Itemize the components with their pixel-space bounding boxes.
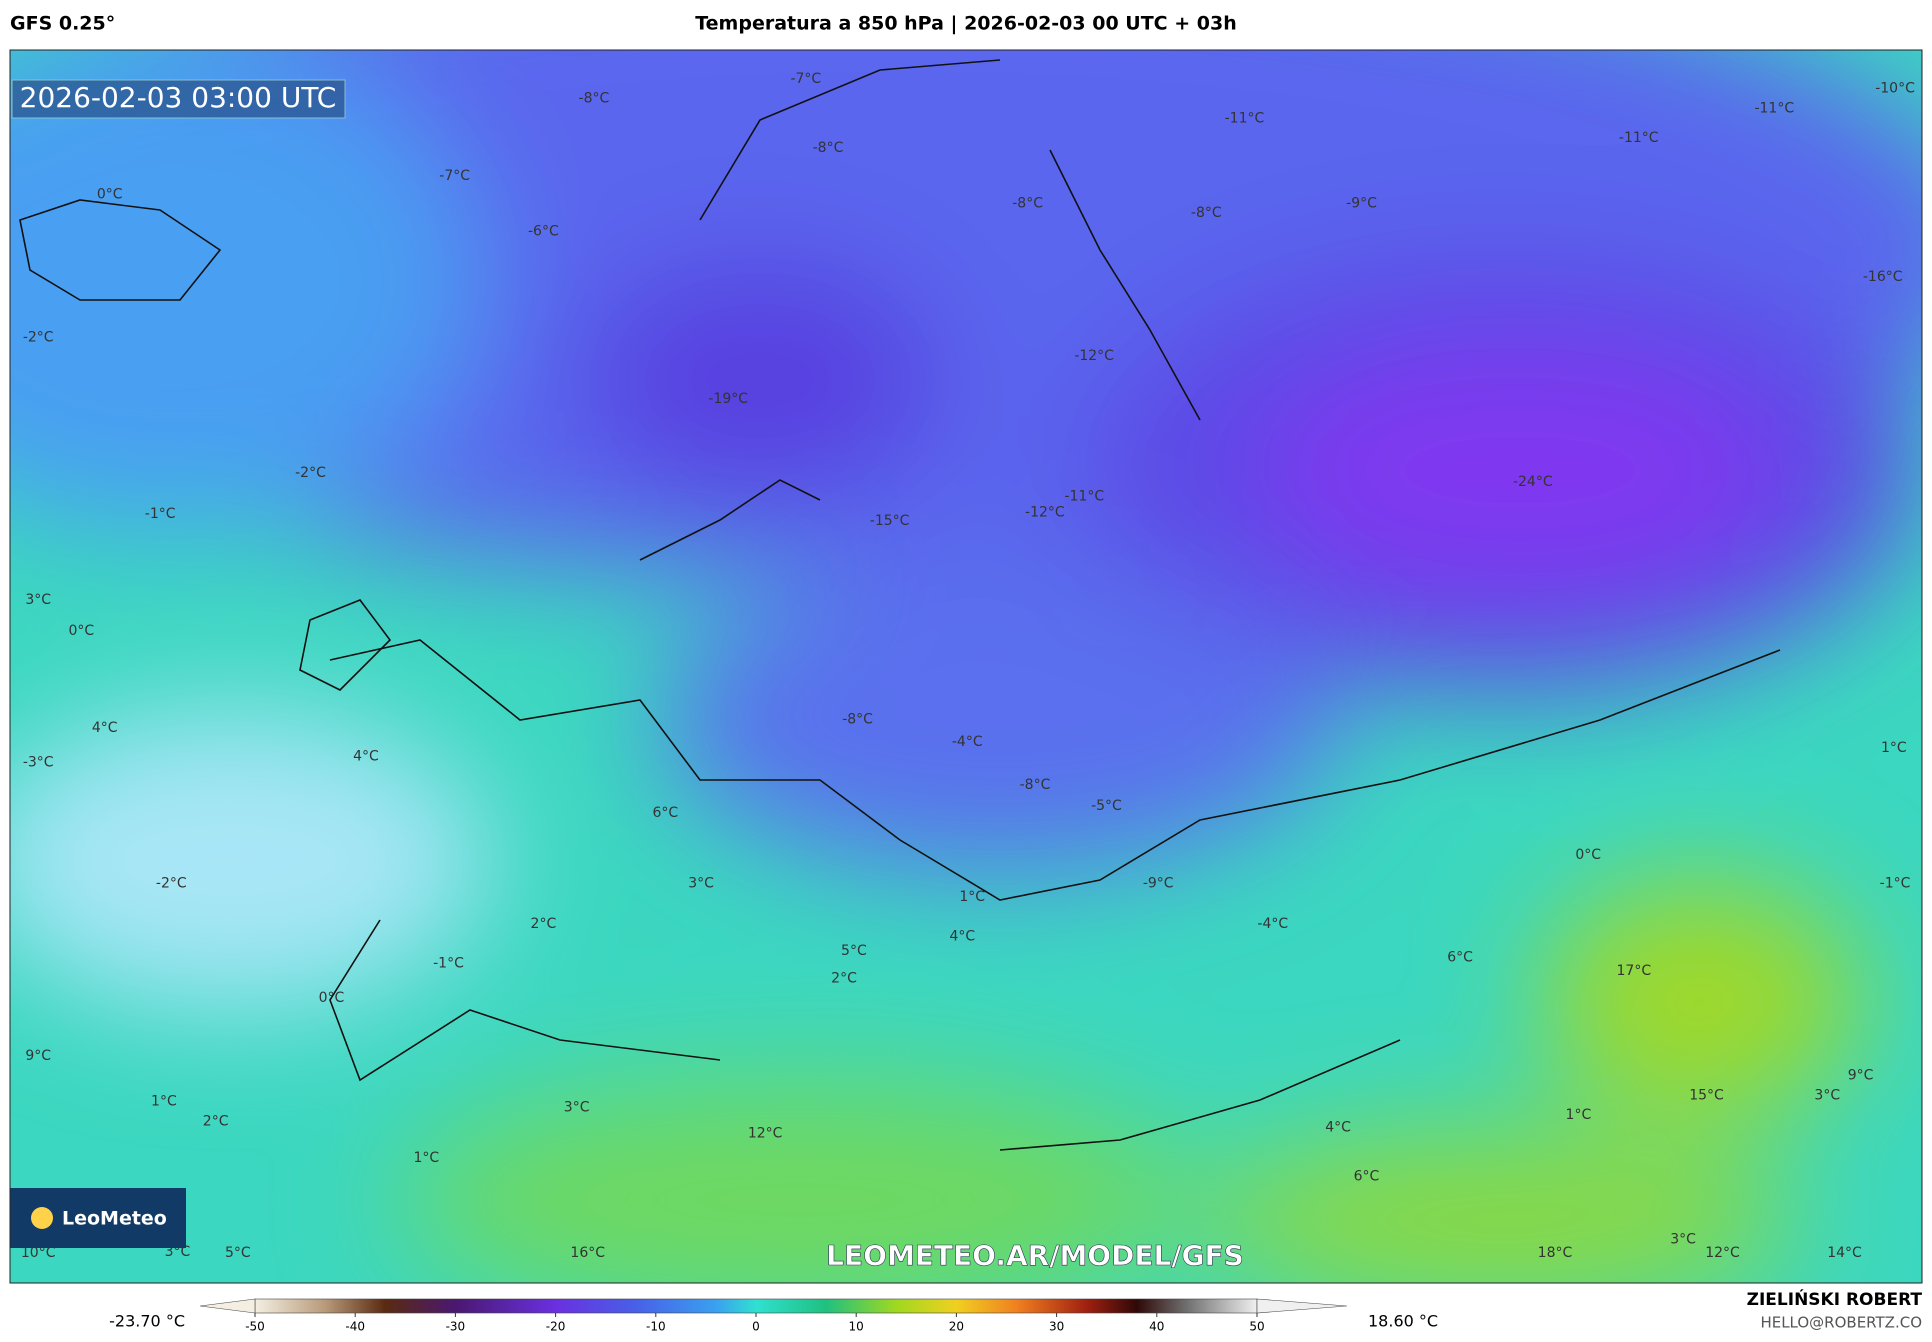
credit-contact: HELLO@ROBERTZ.CO bbox=[1760, 1314, 1922, 1332]
colorbar-tick-label: 40 bbox=[1149, 1320, 1164, 1334]
temp-label: 4°C bbox=[949, 928, 975, 944]
temp-label: 9°C bbox=[1848, 1068, 1874, 1084]
colorbar-tick-label: -30 bbox=[446, 1320, 466, 1334]
watermark: LEOMETEO.AR/MODEL/GFS bbox=[826, 1239, 1244, 1272]
colorbar-min: -23.70 °C bbox=[109, 1312, 185, 1331]
colorbar-tick-label: -20 bbox=[546, 1320, 566, 1334]
temp-label: -15°C bbox=[870, 513, 910, 529]
temp-label: 0°C bbox=[97, 187, 123, 203]
temp-label: -8°C bbox=[842, 712, 873, 728]
logo-text: LeoMeteo bbox=[62, 1208, 167, 1230]
temp-label: 2°C bbox=[203, 1113, 229, 1129]
temp-label: -11°C bbox=[1225, 110, 1265, 126]
temp-label: -19°C bbox=[708, 391, 748, 407]
temp-label: -7°C bbox=[790, 71, 821, 87]
colorbar-ramp bbox=[254, 1298, 1258, 1314]
colorbar-tick-label: -10 bbox=[646, 1320, 666, 1334]
temp-label: 2°C bbox=[831, 970, 857, 986]
temp-label: 1°C bbox=[151, 1094, 177, 1110]
temp-label: 17°C bbox=[1617, 963, 1652, 979]
temp-label: -8°C bbox=[1020, 777, 1051, 793]
colorbar-tick-label: 20 bbox=[949, 1320, 964, 1334]
colorbar-tick-label: -40 bbox=[345, 1320, 365, 1334]
temp-label: -2°C bbox=[156, 875, 187, 891]
temp-label: -3°C bbox=[23, 755, 54, 771]
colorbar: -50 -40 -30 -20 -10 0 10 20 30 40 50 bbox=[199, 1298, 1348, 1334]
temp-label: 6°C bbox=[1447, 949, 1473, 965]
colorbar-tick-label: -50 bbox=[245, 1320, 265, 1334]
temp-label: -11°C bbox=[1754, 100, 1794, 116]
temp-label: -8°C bbox=[1191, 205, 1222, 221]
map-title: Temperatura a 850 hPa | 2026-02-03 00 UT… bbox=[695, 13, 1237, 35]
temp-label: 3°C bbox=[564, 1100, 590, 1116]
temp-label: 4°C bbox=[1325, 1119, 1351, 1135]
temp-label: 3°C bbox=[1814, 1087, 1840, 1103]
temp-label: -12°C bbox=[1025, 505, 1065, 521]
temp-label: 16°C bbox=[570, 1245, 605, 1261]
model-label: GFS 0.25° bbox=[10, 13, 115, 35]
temp-label: -2°C bbox=[23, 330, 54, 346]
temp-label: -1°C bbox=[433, 956, 464, 972]
temp-label: 3°C bbox=[688, 875, 714, 891]
temp-label: -11°C bbox=[1619, 130, 1659, 146]
colorbar-tick-label: 50 bbox=[1249, 1320, 1264, 1334]
credit-author: ZIELIŃSKI ROBERT bbox=[1747, 1288, 1923, 1310]
temp-label: -1°C bbox=[145, 506, 176, 522]
temp-label: -4°C bbox=[1257, 916, 1288, 932]
temp-label: 0°C bbox=[319, 990, 345, 1006]
temp-label: 6°C bbox=[653, 805, 679, 821]
temp-label: -6°C bbox=[528, 224, 559, 240]
temp-label: 18°C bbox=[1538, 1245, 1573, 1261]
temp-label: 12°C bbox=[1705, 1245, 1740, 1261]
temp-label: 1°C bbox=[1566, 1107, 1592, 1123]
temp-label: -5°C bbox=[1091, 798, 1122, 814]
temp-label: 2°C bbox=[531, 916, 557, 932]
temp-label: -8°C bbox=[579, 91, 610, 107]
temp-label: 1°C bbox=[413, 1150, 439, 1166]
temp-label: -16°C bbox=[1863, 269, 1903, 285]
temp-label: 4°C bbox=[353, 749, 379, 765]
temp-label: 0°C bbox=[68, 623, 94, 639]
colorbar-tick-label: 10 bbox=[849, 1320, 864, 1334]
temp-label: 15°C bbox=[1689, 1087, 1724, 1103]
colorbar-tick-label: 30 bbox=[1049, 1320, 1064, 1334]
temp-label: -8°C bbox=[1012, 195, 1043, 211]
temp-label: 10°C bbox=[21, 1245, 56, 1261]
temp-label: 9°C bbox=[25, 1048, 51, 1064]
temp-label: 1°C bbox=[1881, 740, 1907, 756]
colorbar-tick-label: 0 bbox=[752, 1320, 760, 1334]
temp-label: -24°C bbox=[1513, 474, 1553, 490]
timestamp-badge bbox=[11, 79, 346, 119]
temp-label: -9°C bbox=[1143, 875, 1174, 891]
map-frame bbox=[9, 49, 1923, 1284]
temp-label: -1°C bbox=[1880, 875, 1911, 891]
temp-label: 5°C bbox=[225, 1245, 251, 1261]
temp-label: 0°C bbox=[1575, 847, 1601, 863]
temp-label: -2°C bbox=[295, 465, 326, 481]
temp-label: -8°C bbox=[813, 140, 844, 156]
colorbar-end bbox=[199, 1298, 256, 1314]
timestamp: 2026-02-03 03:00 UTC bbox=[20, 81, 337, 114]
temp-label: -4°C bbox=[952, 734, 983, 750]
temp-label: 3°C bbox=[1670, 1232, 1696, 1248]
temp-label: 5°C bbox=[841, 943, 867, 959]
temp-label: 6°C bbox=[1354, 1169, 1380, 1185]
temp-label: 1°C bbox=[959, 889, 985, 905]
colorbar-max: 18.60 °C bbox=[1368, 1312, 1438, 1331]
temp-label: -10°C bbox=[1875, 81, 1915, 97]
temp-label: -12°C bbox=[1074, 348, 1114, 364]
temp-label: 12°C bbox=[748, 1126, 783, 1142]
temp-label: -7°C bbox=[439, 168, 470, 184]
temp-label: 3°C bbox=[25, 592, 51, 608]
temp-label: -9°C bbox=[1346, 195, 1377, 211]
temp-label: -11°C bbox=[1064, 489, 1104, 505]
colorbar-end bbox=[1256, 1298, 1348, 1314]
temp-label: 4°C bbox=[92, 720, 118, 736]
temp-label: 14°C bbox=[1827, 1245, 1862, 1261]
logo-sun bbox=[31, 1207, 53, 1229]
